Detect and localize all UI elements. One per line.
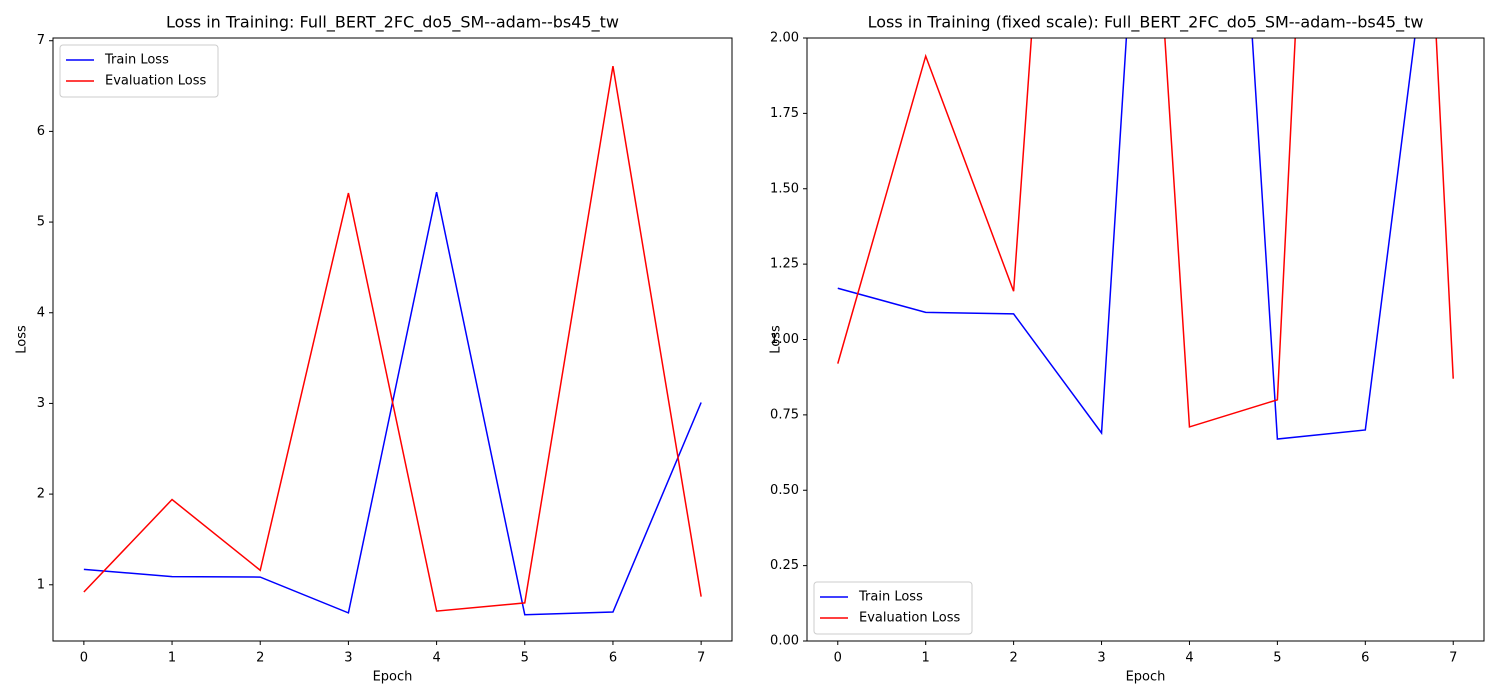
plot-lines [837, 38, 1454, 440]
legend-box [59, 44, 219, 98]
y-tick-label: 0.75 [770, 407, 799, 422]
x-tick-label: 1 [922, 651, 930, 666]
y-axis-label: Loss [769, 325, 784, 354]
x-tick-label: 4 [1185, 651, 1193, 666]
x-tick-label: 3 [1097, 651, 1105, 666]
x-tick-label: 5 [521, 651, 529, 666]
chart: Loss in Training: Full_BERT_2FC_do5_SM--… [15, 13, 733, 685]
x-tick-label: 7 [1449, 651, 1457, 666]
x-tick-label: 7 [697, 651, 705, 666]
x-tick-label: 3 [344, 651, 352, 666]
y-tick-label: 5 [37, 215, 45, 230]
y-tick-label: 4 [37, 305, 45, 320]
x-tick-label: 6 [1361, 651, 1369, 666]
legend-label: Train Loss [104, 53, 169, 68]
y-tick-label: 6 [37, 124, 45, 139]
y-tick-label: 0.50 [770, 483, 799, 498]
legend: Train Loss Evaluation Loss [59, 44, 219, 98]
y-tick-label: 0.25 [770, 558, 799, 573]
y-tick-label: 1.75 [770, 106, 799, 121]
y-tick-label: 1 [37, 577, 45, 592]
x-tick-label: 0 [834, 651, 842, 666]
x-tick-label: 6 [609, 651, 617, 666]
y-tick-label: 3 [37, 396, 45, 411]
chart-title: Loss in Training: Full_BERT_2FC_do5_SM--… [166, 13, 619, 33]
x-axis-label: Epoch [1126, 670, 1166, 685]
x-tick-label: 5 [1273, 651, 1281, 666]
plot-frame [52, 37, 733, 642]
y-tick-label: 2 [37, 487, 45, 502]
legend-label: Evaluation Loss [105, 74, 206, 89]
x-axis-label: Epoch [373, 670, 413, 685]
plot-lines [83, 65, 702, 616]
x-tick-label: 2 [1009, 651, 1017, 666]
plot-frame [806, 37, 1485, 642]
legend-box [813, 581, 973, 635]
x-tick-label: 0 [80, 651, 88, 666]
series-line [837, 38, 1454, 428]
chart-title: Loss in Training (fixed scale): Full_BER… [868, 13, 1424, 33]
legend: Train Loss Evaluation Loss [813, 581, 973, 635]
chart: Loss in Training (fixed scale): Full_BER… [769, 13, 1485, 685]
y-tick-label: 1.25 [770, 257, 799, 272]
x-tick-label: 1 [168, 651, 176, 666]
y-axis-label: Loss [15, 325, 30, 354]
y-tick-label: 1.00 [770, 332, 799, 347]
x-tick-label: 4 [432, 651, 440, 666]
y-tick-label: 2.00 [770, 31, 799, 46]
legend-label: Evaluation Loss [859, 611, 960, 626]
x-tick-label: 2 [256, 651, 264, 666]
y-tick-label: 1.50 [770, 181, 799, 196]
legend-label: Train Loss [858, 590, 923, 605]
y-tick-label: 0.00 [770, 634, 799, 649]
series-line [83, 65, 702, 612]
y-tick-label: 7 [37, 33, 45, 48]
series-line [837, 38, 1416, 440]
